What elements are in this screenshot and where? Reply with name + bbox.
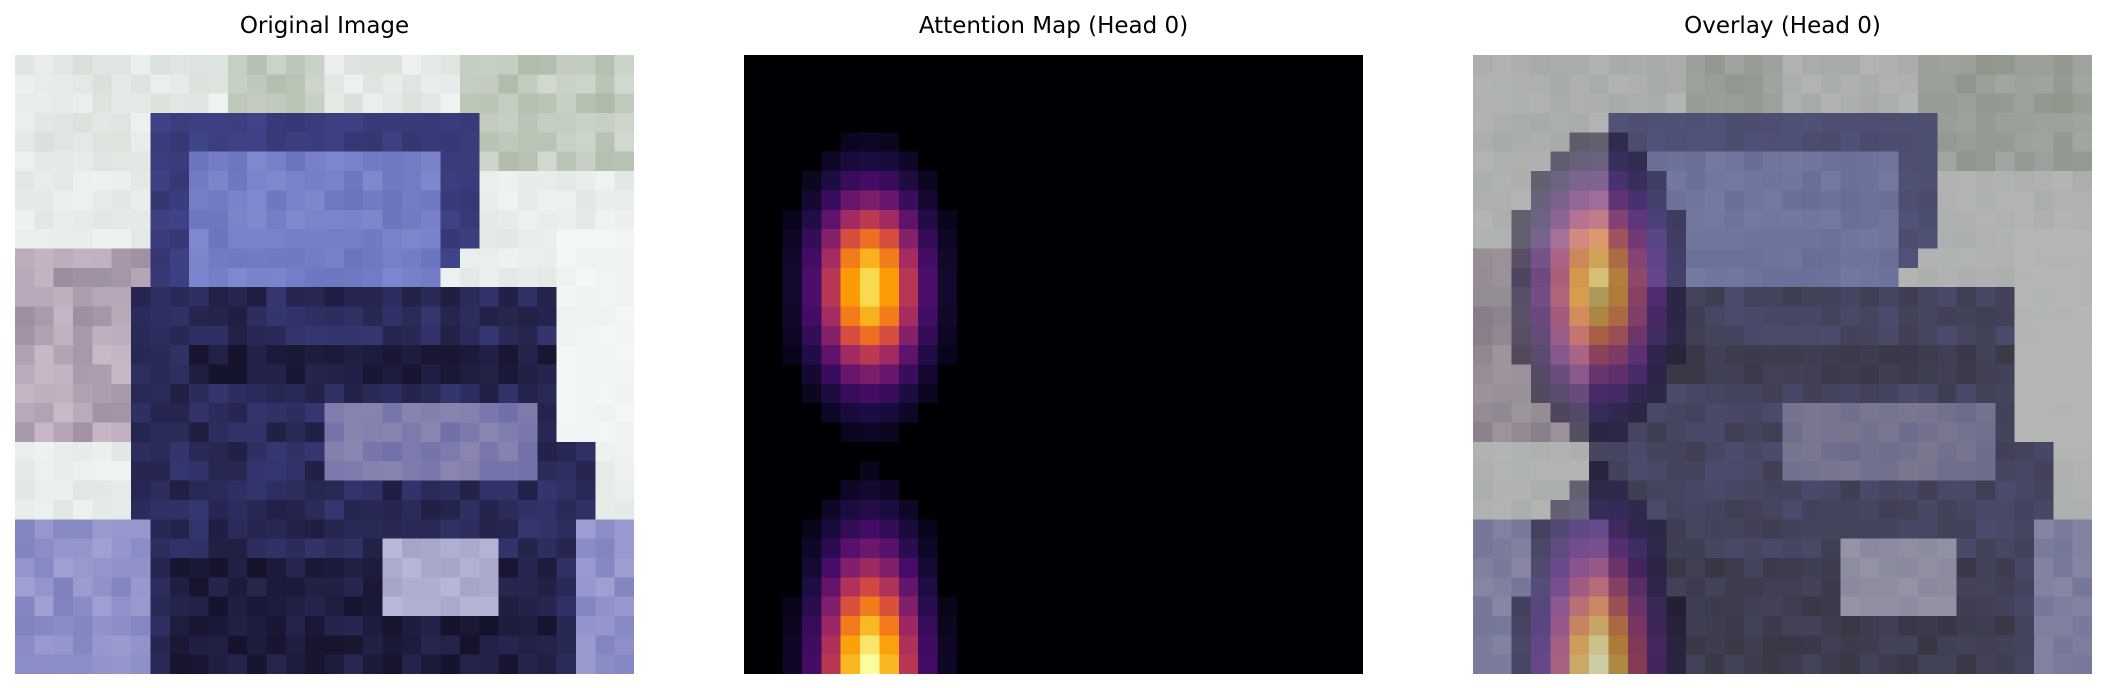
overlay-title: Overlay (Head 0): [1684, 13, 1881, 39]
attention-map-title: Attention Map (Head 0): [918, 13, 1189, 39]
attention-map-heatmap: [744, 55, 1363, 674]
overlay-image: [1473, 55, 2092, 674]
original-image: [15, 55, 634, 674]
original-image-title: Original Image: [239, 13, 410, 39]
